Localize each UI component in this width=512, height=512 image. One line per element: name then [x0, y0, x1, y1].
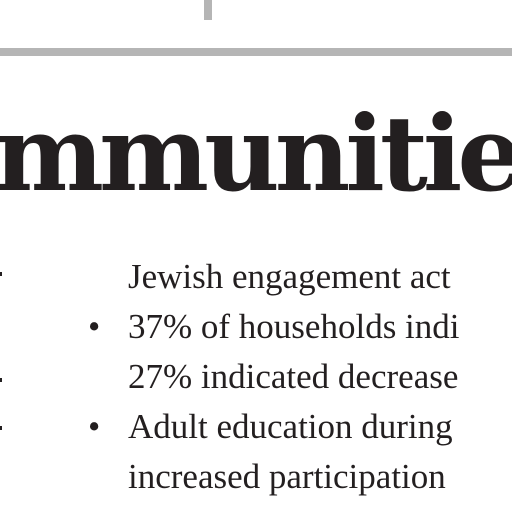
- section-heading: mmunities: [0, 92, 512, 215]
- list-line: increased participation: [0, 452, 512, 502]
- bullet-marker: •: [88, 407, 101, 446]
- list-line-text: Jewish engagement act: [128, 257, 451, 296]
- left-column-edge-mark: [0, 426, 2, 430]
- bullet-list: Jewish engagement act • 37% of household…: [0, 252, 512, 502]
- list-line-text: 27% indicated decrease: [128, 357, 459, 396]
- horizontal-rule: [0, 48, 512, 56]
- separator-tick: [204, 0, 212, 20]
- list-line-text: Adult education during: [128, 407, 453, 446]
- list-line: Jewish engagement act: [0, 252, 512, 302]
- left-column-edge-mark: [0, 272, 2, 276]
- list-line: • 37% of households indi: [0, 302, 512, 352]
- list-line-text: increased participation: [128, 457, 446, 496]
- bullet-marker: •: [88, 307, 101, 346]
- list-line: • Adult education during: [0, 402, 512, 452]
- list-line: 27% indicated decrease: [0, 352, 512, 402]
- list-line-text: 37% of households indi: [128, 307, 460, 346]
- left-column-edge-mark: [0, 378, 2, 382]
